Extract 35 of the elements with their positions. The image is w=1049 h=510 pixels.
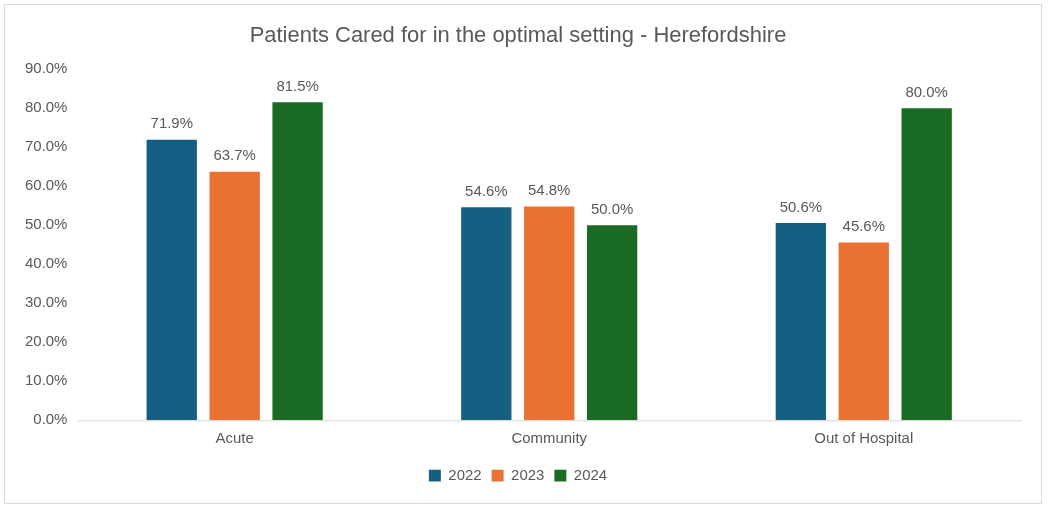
data-label: 71.9%: [150, 114, 193, 132]
legend-label: 2023: [511, 465, 545, 483]
y-tick-label: 50.0%: [25, 215, 68, 233]
y-tick-label: 70.0%: [25, 137, 68, 155]
bar: [838, 242, 889, 421]
data-label: 50.6%: [779, 197, 823, 215]
bar: [901, 108, 952, 421]
data-label: 54.6%: [465, 181, 508, 199]
data-label: 63.7%: [213, 146, 256, 164]
bar: [524, 206, 575, 421]
y-tick-label: 60.0%: [25, 176, 68, 194]
bar: [209, 171, 260, 421]
y-tick-label: 20.0%: [25, 332, 68, 350]
data-label: 81.5%: [276, 77, 319, 94]
data-label: 54.8%: [528, 181, 571, 199]
x-tick-label: Out of Hospital: [814, 429, 914, 447]
y-tick-label: 40.0%: [25, 254, 68, 272]
bar: [461, 207, 512, 421]
legend-label: 2022: [448, 465, 482, 483]
bar: [272, 102, 323, 421]
y-tick-label: 90.0%: [25, 59, 68, 77]
x-tick-label: Acute: [215, 429, 254, 447]
y-tick-label: 30.0%: [25, 293, 68, 311]
y-tick-label: 0.0%: [33, 410, 68, 428]
legend-label: 2024: [573, 465, 608, 483]
data-label: 45.6%: [842, 217, 885, 235]
y-tick-label: 80.0%: [25, 98, 68, 116]
data-label: 80.0%: [905, 82, 948, 100]
y-tick-label: 10.0%: [25, 371, 68, 389]
bar: [586, 225, 638, 421]
data-label: 50.0%: [590, 199, 634, 217]
bar: [775, 222, 827, 421]
chart-title: Patients Cared for in the optimal setting - Herefordshire: [249, 22, 787, 48]
x-tick-label: Community: [511, 429, 588, 447]
bar: [146, 139, 197, 421]
